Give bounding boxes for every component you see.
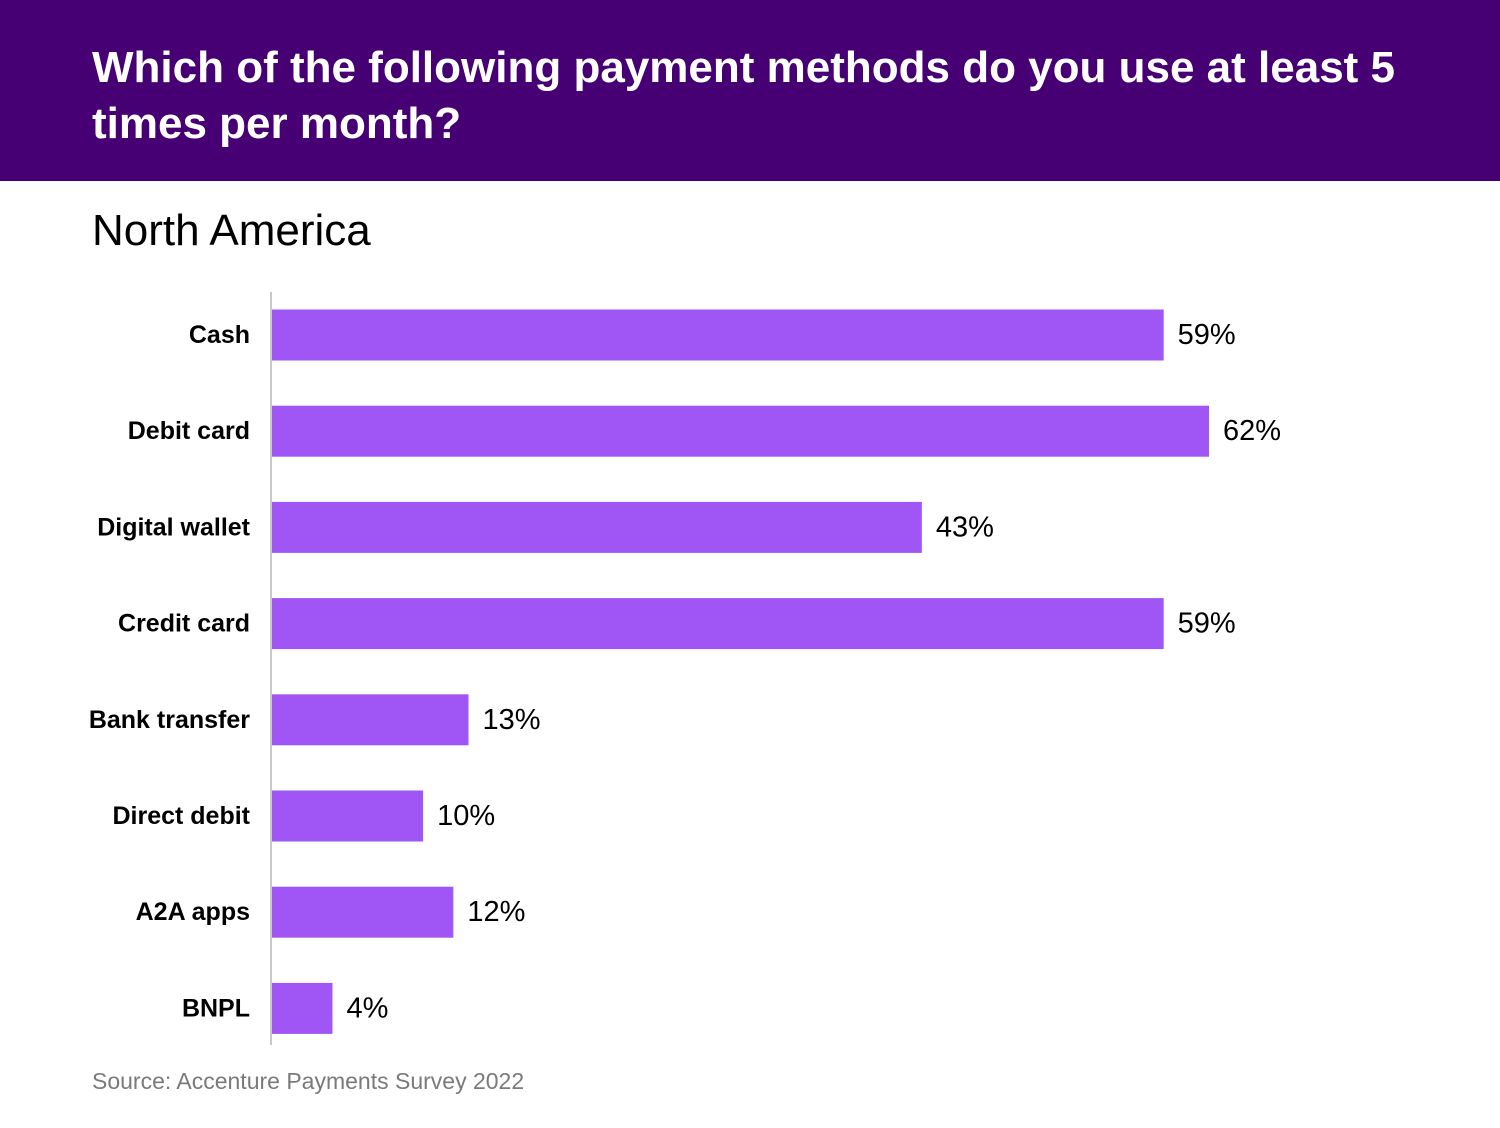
bar <box>272 694 469 746</box>
value-label: 62% <box>1223 415 1281 447</box>
category-label: Digital wallet <box>97 513 250 541</box>
chart-subtitle: North America <box>92 206 371 255</box>
header-banner: Which of the following payment methods d… <box>0 0 1500 181</box>
value-label: 10% <box>437 800 495 832</box>
bars-group: Cash 59% Debit card 62% Digital wallet 43% Cre… <box>89 309 1281 1034</box>
bar <box>272 886 454 938</box>
bar <box>272 982 333 1034</box>
value-label: 13% <box>482 704 540 736</box>
bar <box>272 309 1164 361</box>
category-label: Bank transfer <box>89 706 250 734</box>
source-note: Source: Accenture Payments Survey 2022 <box>92 1068 525 1094</box>
category-label: BNPL <box>182 994 250 1022</box>
category-label: Credit card <box>118 610 250 638</box>
bar <box>272 405 1209 457</box>
category-label: Debit card <box>128 417 250 445</box>
bar <box>272 790 424 842</box>
category-label: A2A apps <box>136 898 250 926</box>
bar <box>272 598 1164 650</box>
value-label: 12% <box>467 896 525 928</box>
category-label: Cash <box>189 321 250 349</box>
chart-title: Which of the following payment methods d… <box>92 43 1396 148</box>
value-label: 4% <box>346 992 388 1024</box>
value-label: 43% <box>936 511 994 543</box>
category-label: Direct debit <box>112 802 250 830</box>
value-label: 59% <box>1178 608 1236 640</box>
value-label: 59% <box>1178 319 1236 351</box>
bar <box>272 501 922 553</box>
